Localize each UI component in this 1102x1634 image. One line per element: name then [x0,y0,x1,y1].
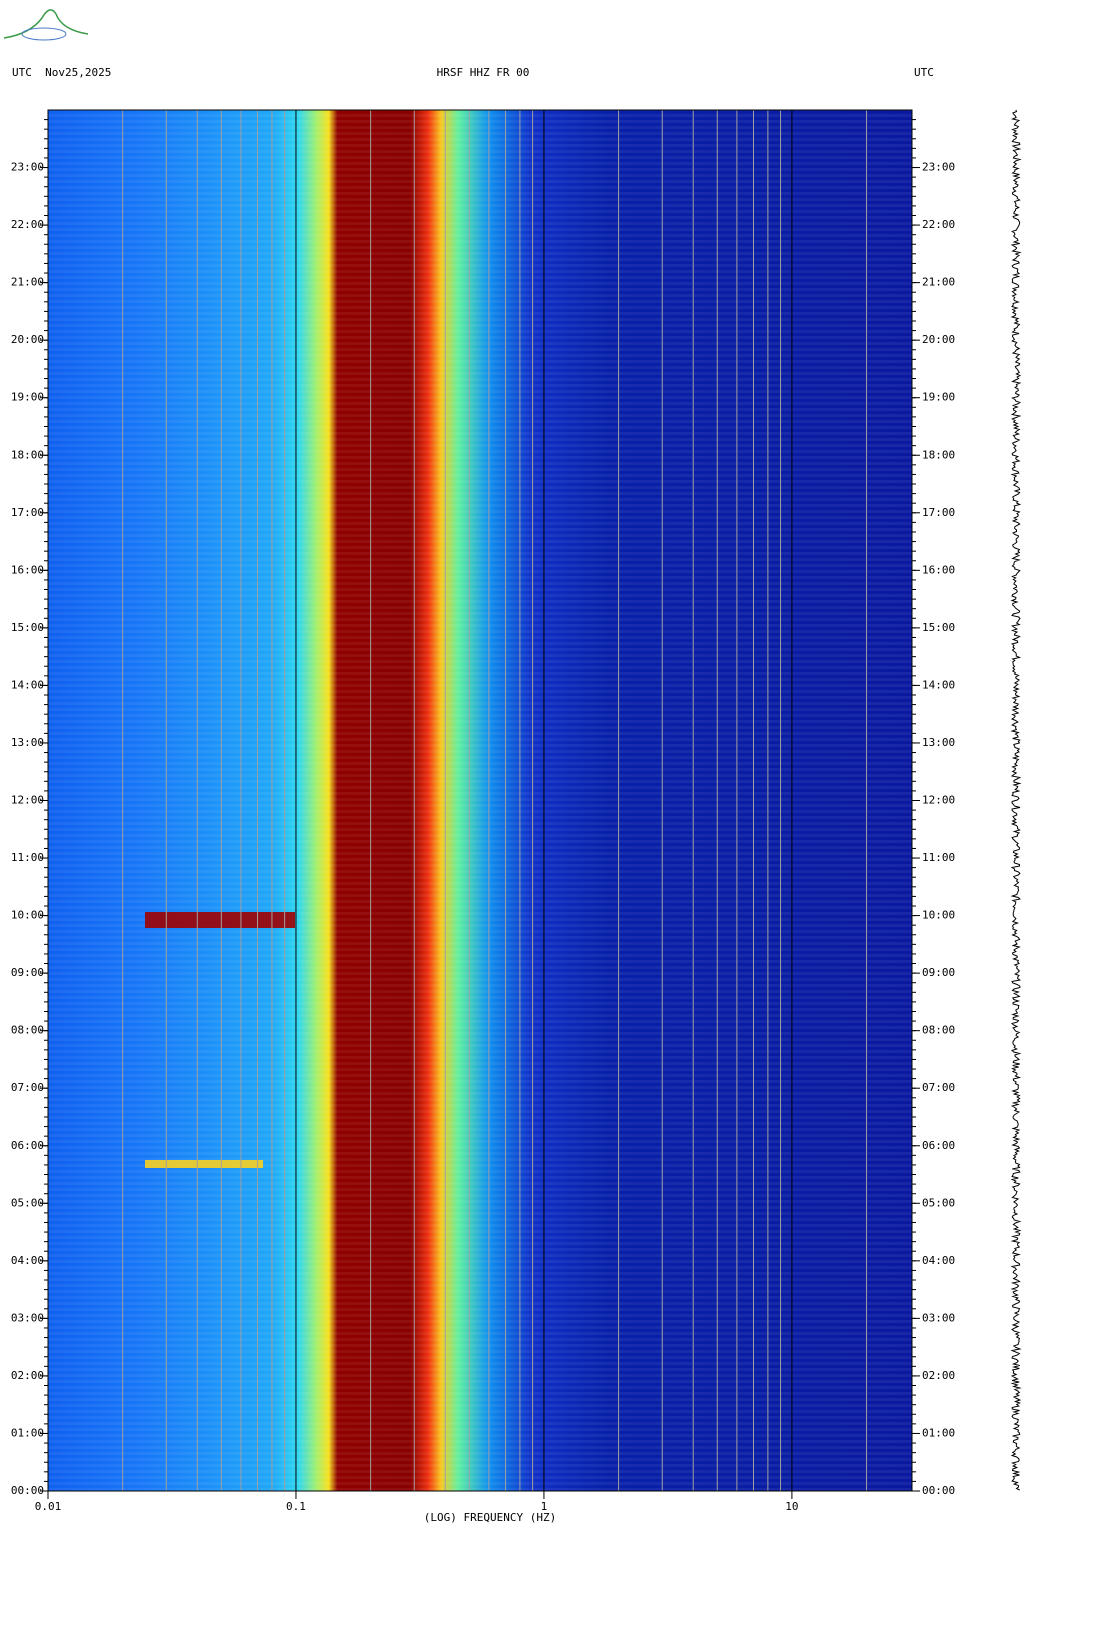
y-tick-label: 23:00 [922,161,955,174]
y-tick-label: 08:00 [922,1024,955,1037]
y-tick-label: 06:00 [11,1139,44,1152]
x-tick-label: 0.01 [35,1500,62,1513]
y-tick-label: 06:00 [922,1139,955,1152]
y-tick-label: 15:00 [11,621,44,634]
y-tick-label: 11:00 [922,851,955,864]
y-tick-label: 05:00 [922,1196,955,1209]
y-tick-label: 20:00 [11,333,44,346]
spectrogram-texture [48,110,912,1491]
x-tick-label: 1 [541,1500,548,1513]
y-tick-label: 15:00 [922,621,955,634]
y-tick-label: 03:00 [922,1311,955,1324]
chart-title: HRSF HHZ FR 00 [437,66,530,79]
x-tick-label: 10 [785,1500,798,1513]
y-tick-label: 10:00 [922,909,955,922]
y-tick-label: 00:00 [922,1484,955,1497]
right-header: UTC [914,66,934,79]
y-tick-label: 23:00 [11,161,44,174]
y-tick-label: 13:00 [11,736,44,749]
y-tick-label: 05:00 [11,1196,44,1209]
x-axis-label: (LOG) FREQUENCY (HZ) [424,1511,556,1524]
y-tick-label: 14:00 [922,678,955,691]
y-tick-label: 16:00 [11,563,44,576]
date-header: UTC Nov25,2025 [12,66,111,79]
y-tick-label: 22:00 [922,218,955,231]
y-tick-label: 19:00 [11,391,44,404]
x-tick-label: 0.1 [286,1500,306,1513]
y-tick-label: 00:00 [11,1484,44,1497]
y-tick-label: 09:00 [922,966,955,979]
y-tick-label: 04:00 [922,1254,955,1267]
y-tick-label: 02:00 [922,1369,955,1382]
y-tick-label: 04:00 [11,1254,44,1267]
y-tick-label: 22:00 [11,218,44,231]
y-tick-label: 17:00 [922,506,955,519]
y-tick-label: 07:00 [11,1081,44,1094]
y-tick-label: 10:00 [11,909,44,922]
logo [3,9,89,41]
spectrogram-event [145,912,295,928]
y-tick-label: 18:00 [922,448,955,461]
y-tick-label: 12:00 [11,794,44,807]
y-tick-label: 01:00 [922,1426,955,1439]
y-tick-label: 21:00 [11,276,44,289]
y-tick-label: 02:00 [11,1369,44,1382]
y-tick-label: 03:00 [11,1311,44,1324]
y-tick-label: 21:00 [922,276,955,289]
y-tick-label: 09:00 [11,966,44,979]
y-tick-label: 18:00 [11,448,44,461]
y-tick-label: 16:00 [922,563,955,576]
y-tick-label: 17:00 [11,506,44,519]
spectrogram-event [145,1160,263,1168]
y-tick-label: 20:00 [922,333,955,346]
y-tick-label: 19:00 [922,391,955,404]
y-tick-label: 08:00 [11,1024,44,1037]
y-tick-label: 11:00 [11,851,44,864]
y-tick-label: 13:00 [922,736,955,749]
seismogram-trace [1010,109,1022,1491]
y-tick-label: 07:00 [922,1081,955,1094]
y-tick-label: 12:00 [922,794,955,807]
y-tick-label: 01:00 [11,1426,44,1439]
y-tick-label: 14:00 [11,678,44,691]
